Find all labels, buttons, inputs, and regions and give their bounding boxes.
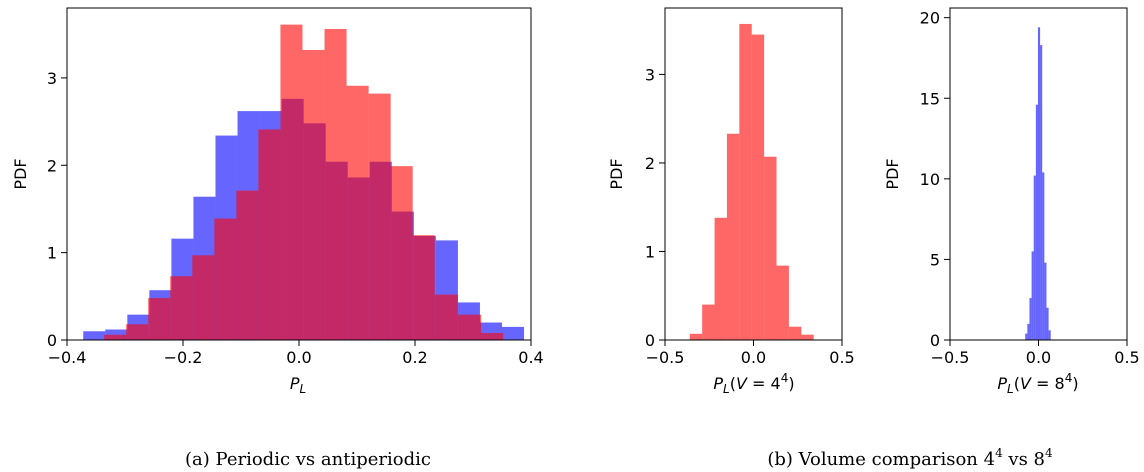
x-tick-label: 0.5	[1114, 348, 1139, 367]
y-axis-label: PDF	[607, 158, 626, 189]
y-tick-label: 2	[47, 156, 57, 175]
y-axis-ticks: 0 1 2 3	[47, 69, 67, 350]
y-tick-label: 5	[930, 250, 940, 269]
histogram-bar	[1048, 330, 1051, 340]
y-tick-label: 15	[920, 89, 940, 108]
x-tick-label: 0.2	[402, 348, 427, 367]
histogram-bar	[104, 334, 127, 340]
histogram-bar	[236, 190, 259, 340]
histogram-bar	[457, 314, 482, 340]
y-tick-label: 0	[47, 331, 57, 350]
y-tick-label: 20	[920, 9, 940, 28]
histogram-bars	[83, 24, 525, 341]
histogram-bar	[714, 217, 727, 340]
histogram-bar	[192, 255, 215, 340]
histogram-bar	[83, 331, 106, 340]
x-tick-label: −0.4	[48, 348, 87, 367]
histogram-bar	[702, 304, 715, 340]
caption-a: (a) Periodic vs antiperiodic	[185, 449, 431, 470]
histogram-bar	[1037, 27, 1041, 341]
histogram-bar	[751, 34, 765, 341]
histogram-bar	[1033, 175, 1036, 340]
x-axis-label: PL(V = 44)	[713, 371, 794, 396]
histogram-bar	[368, 93, 391, 341]
histogram-bar	[788, 326, 802, 340]
x-tick-label: −0.2	[164, 348, 203, 367]
x-axis-label: PL	[290, 374, 306, 396]
histogram-bar	[1046, 307, 1049, 340]
y-tick-label: 2	[645, 154, 655, 173]
histogram-bar	[280, 24, 303, 340]
histogram-bars	[689, 23, 814, 341]
x-axis-ticks: −0.5 0.0 0.5	[646, 340, 855, 367]
histogram-bar	[412, 235, 435, 340]
y-axis-label: PDF	[883, 158, 902, 189]
histogram-bar	[1031, 251, 1034, 340]
histogram-bar	[726, 133, 740, 340]
histogram-bar	[302, 49, 325, 340]
x-tick-label: 0.0	[1026, 348, 1051, 367]
x-tick-label: 0.5	[829, 348, 854, 367]
y-axis-ticks: 0 5 10 15 20	[920, 9, 950, 350]
x-tick-label: 0.0	[286, 348, 311, 367]
chart-volume-8: −0.5 0.0 0.5 0 5 10 15 20 PDF PL(V = 84)	[883, 7, 1140, 396]
y-axis-ticks: 0 1 2 3	[645, 65, 665, 350]
histogram-bar	[390, 166, 413, 340]
y-tick-label: 1	[645, 242, 655, 261]
chart-periodic-vs-antiperiodic: −0.4 −0.2 0.0 0.2 0.4 0 1 2 3 PDF PL	[11, 7, 544, 396]
histogram-bar	[346, 85, 369, 340]
histogram-bar	[214, 218, 237, 340]
histogram-bar	[1029, 298, 1032, 340]
y-axis-label: PDF	[11, 158, 30, 189]
histogram-bar	[324, 28, 347, 340]
histogram-bar	[739, 23, 752, 340]
histogram-bar	[481, 333, 504, 340]
histogram-bar	[502, 326, 525, 340]
chart-volume-4: −0.5 0.0 0.5 0 1 2 3 PDF PL(V = 44)	[607, 7, 855, 396]
y-tick-label: 1	[47, 244, 57, 263]
x-axis-ticks: −0.4 −0.2 0.0 0.2 0.4	[48, 340, 544, 367]
histogram-bar	[1035, 104, 1038, 340]
y-tick-label: 0	[645, 331, 655, 350]
histogram-bar	[1025, 333, 1028, 340]
x-tick-label: −0.5	[931, 348, 970, 367]
x-axis-label: PL(V = 84)	[997, 371, 1078, 396]
y-tick-label: 0	[930, 331, 940, 350]
histogram-bar	[170, 276, 193, 340]
histogram-bar	[689, 333, 703, 340]
y-tick-label: 3	[47, 69, 57, 88]
histogram-bar	[148, 298, 171, 340]
histogram-bar	[801, 334, 814, 340]
histogram-bar	[1044, 262, 1047, 340]
histogram-bar	[764, 156, 777, 340]
histogram-bar	[258, 129, 281, 340]
caption-b: (b) Volume comparison 44 vs 84	[767, 446, 1053, 470]
x-tick-label: 0.0	[741, 348, 766, 367]
y-tick-label: 10	[920, 170, 940, 189]
histogram-bar	[776, 265, 789, 340]
x-tick-label: 0.4	[518, 348, 543, 367]
histogram-bar	[1042, 172, 1045, 340]
x-tick-label: −0.5	[646, 348, 685, 367]
histogram-bar	[1040, 45, 1043, 340]
x-axis-ticks: −0.5 0.0 0.5	[931, 340, 1140, 367]
histogram-bar	[1027, 323, 1030, 340]
y-tick-label: 3	[645, 65, 655, 84]
histogram-bar	[126, 324, 149, 340]
histogram-bars	[1025, 27, 1051, 341]
histogram-bar	[434, 294, 458, 340]
